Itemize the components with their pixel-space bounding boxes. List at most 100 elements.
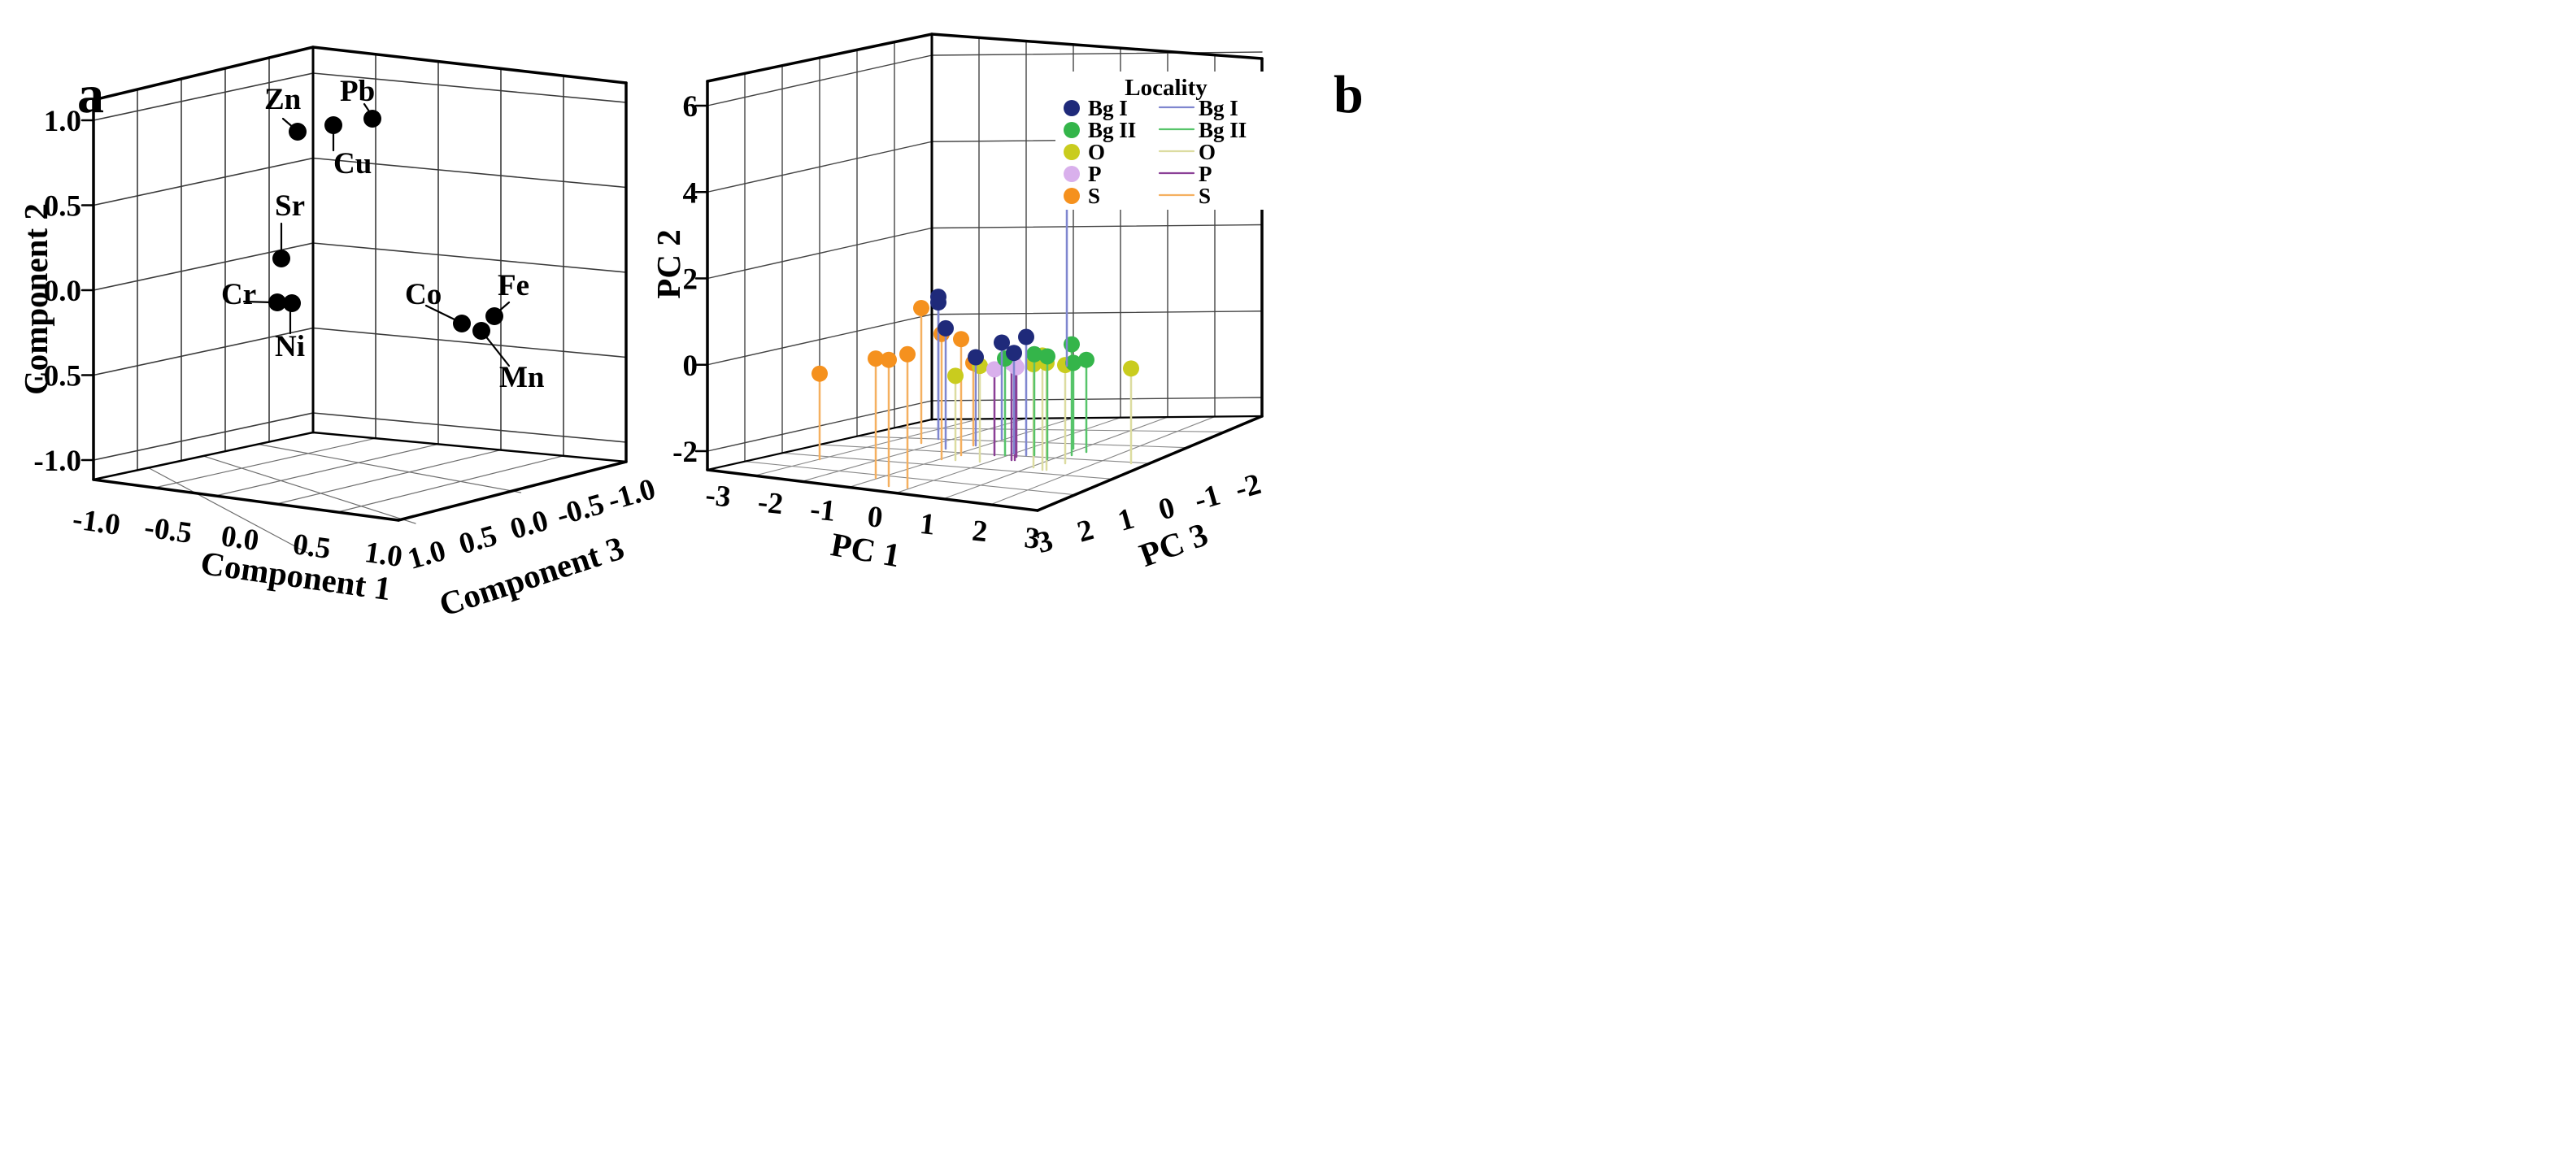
- axis-frame: [92, 431, 315, 481]
- legend-line-label: P: [1199, 162, 1212, 186]
- axis-frame: [930, 415, 1264, 421]
- point-label: Zn: [264, 83, 302, 116]
- y-tick-label: -1.0: [33, 445, 81, 478]
- wall-gridline: [931, 51, 1263, 56]
- point-label: Co: [405, 278, 442, 311]
- wall-gridline: [93, 72, 314, 121]
- legend-background: [1055, 72, 1265, 210]
- z-tick-label: 1: [1114, 502, 1138, 538]
- z-tick-label: 1.0: [404, 534, 450, 576]
- point-label: Cu: [333, 147, 372, 180]
- x-tick-label: 3: [1023, 521, 1042, 556]
- z-tick-label: -1: [1190, 479, 1224, 518]
- data-point: [324, 116, 342, 134]
- wall-gridline: [93, 242, 314, 291]
- floor-gridline: [215, 443, 439, 497]
- z-tick-label: 0.0: [507, 504, 552, 546]
- x-axis-title: PC 1: [828, 525, 903, 574]
- wall-gridline: [312, 327, 627, 358]
- z-tick-label: 0: [1155, 491, 1178, 528]
- legend-line-label: Bg II: [1199, 118, 1247, 142]
- x-tick-label: 1: [918, 507, 937, 542]
- axis-frame: [92, 46, 315, 102]
- x-tick-label: 0.0: [219, 519, 261, 558]
- axis-frame: [311, 431, 628, 463]
- legend-marker: [1064, 100, 1080, 116]
- legend-marker: [1064, 144, 1080, 160]
- legend-line-label: Bg I: [1199, 96, 1238, 120]
- wall-gridline: [931, 224, 1263, 229]
- legend-entry-label: S: [1088, 184, 1100, 208]
- y-tick-label: 4: [683, 176, 698, 210]
- stem-point: [947, 367, 964, 384]
- axis-frame: [930, 33, 1264, 60]
- point-label: Fe: [498, 269, 529, 302]
- floor-gridline: [819, 444, 1151, 464]
- z-tick-label: 0.5: [455, 519, 501, 561]
- z-tick-label: -1.0: [604, 472, 659, 518]
- x-tick-label: -2: [756, 485, 785, 521]
- wall-gridline: [312, 72, 627, 103]
- point-label: Ni: [275, 330, 305, 363]
- floor-gridline: [147, 467, 311, 555]
- data-point: [453, 315, 471, 332]
- legend-line-label: O: [1199, 140, 1216, 164]
- z-tick-label: -2: [1231, 467, 1264, 506]
- x-tick-label: 2: [971, 515, 990, 549]
- wall-gridline: [312, 157, 627, 189]
- x-tick-label: -0.5: [142, 510, 194, 550]
- floor-gridline: [202, 455, 416, 524]
- y-tick-label: 0: [683, 350, 698, 383]
- y-tick-label: -2: [672, 436, 698, 469]
- point-label: Sr: [275, 189, 305, 223]
- y-tick-label: -0.5: [33, 360, 81, 393]
- stem-point: [868, 350, 884, 367]
- x-tick-label: 1.0: [363, 536, 405, 574]
- point-label: Cr: [221, 278, 256, 311]
- legend-title: Locality: [1125, 75, 1208, 101]
- y-tick-label: 0.5: [44, 190, 81, 224]
- wall-gridline: [93, 327, 314, 376]
- floor-gridline: [276, 449, 502, 505]
- stem-point: [1078, 351, 1094, 368]
- x-tick-label: -3: [704, 479, 733, 515]
- wall-gridline: [312, 412, 627, 443]
- data-point: [268, 293, 286, 311]
- floor-gridline: [744, 461, 1076, 496]
- leader-line: [424, 304, 459, 323]
- stem-point: [1065, 354, 1081, 371]
- stem-point: [930, 294, 946, 311]
- axis-frame: [92, 478, 400, 522]
- stem-point: [899, 345, 916, 363]
- data-point: [485, 307, 503, 325]
- axis-frame: [706, 33, 933, 83]
- chart-a: -1.0-0.50.00.51.0-1.0 -0.5 0.0 0.5 1.0 1.0 0.5…: [17, 46, 659, 623]
- axis-frame: [706, 468, 1039, 512]
- x-tick-label: -1.0: [71, 502, 123, 542]
- legend-marker: [1064, 188, 1080, 204]
- legend-marker: [1064, 122, 1080, 138]
- stem-point: [986, 361, 1003, 378]
- legend-entry-label: P: [1088, 162, 1102, 186]
- legend-line-label: S: [1199, 184, 1211, 208]
- data-point: [472, 322, 490, 340]
- data-point: [283, 294, 301, 312]
- data-point: [363, 110, 381, 128]
- axis-frame: [311, 46, 628, 85]
- floor-gridline: [337, 455, 564, 513]
- y-tick-label: 0.0: [44, 275, 81, 308]
- stem-point: [812, 365, 828, 382]
- legend-marker: [1064, 166, 1080, 182]
- wall-gridline: [931, 311, 1263, 315]
- floor-gridline: [781, 452, 1113, 480]
- z-tick-label: 2: [1073, 513, 1097, 549]
- legend-entry-label: Bg I: [1088, 96, 1128, 120]
- stem-point: [1008, 358, 1025, 376]
- y-axis-title: PC 2: [650, 229, 687, 298]
- leader-line: [483, 333, 511, 367]
- stem-point: [1006, 345, 1022, 362]
- stem-point: [1018, 328, 1034, 345]
